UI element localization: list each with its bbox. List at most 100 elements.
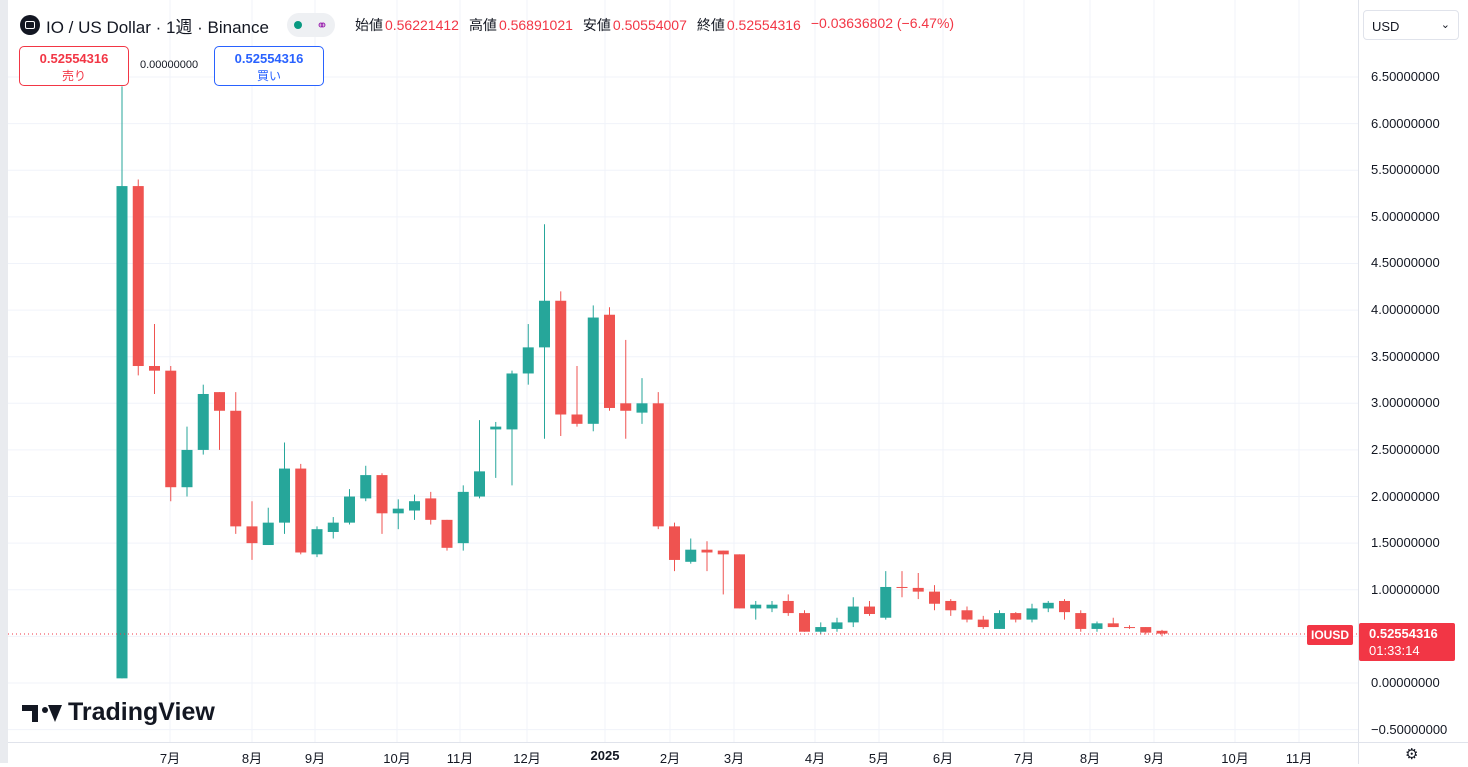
sell-label: 売り: [61, 69, 86, 83]
candle-body: [864, 606, 875, 615]
status-pill[interactable]: ⚭: [286, 13, 335, 37]
time-tick-label: 11月: [446, 751, 474, 766]
symbol-title[interactable]: IO / US Dollar · 1週 · Binance: [46, 17, 269, 37]
price-tick-label: 4.50000000: [1371, 255, 1440, 271]
candlestick-chart[interactable]: [8, 0, 1358, 742]
time-tick-label: 2月: [659, 751, 681, 766]
price-tick-label: −0.50000000: [1371, 721, 1448, 737]
axis-corner: [1358, 742, 1468, 764]
candle-body: [539, 300, 550, 348]
candle-body: [701, 549, 713, 553]
buy-button[interactable]: 0.52554316 買い: [214, 46, 324, 86]
candle-body: [344, 496, 355, 523]
tradingview-logo[interactable]: TradingView: [22, 698, 215, 727]
high-label: 高値: [468, 17, 497, 33]
time-tick-label: 4月: [804, 751, 826, 766]
candle-body: [116, 186, 128, 679]
time-axis[interactable]: 7月 8月 9月 10月 11月 12月 2025 2月 3月 4月 5月 6月 7月 8月 9月 10月 11…: [8, 742, 1358, 766]
tradingview-logo-icon: [22, 702, 62, 724]
candle-body: [441, 519, 453, 548]
candle-body: [1026, 608, 1038, 620]
price-tick-label: 2.00000000: [1371, 488, 1440, 504]
candle-body: [311, 529, 323, 555]
currency-select[interactable]: USD ⌄: [1363, 10, 1459, 40]
candle-body: [750, 604, 762, 609]
candle-body: [457, 491, 469, 544]
candle-body: [766, 604, 778, 609]
candle-body: [799, 613, 810, 632]
candle-body: [490, 426, 502, 430]
settings-gear-icon[interactable]: ⚙: [1405, 746, 1419, 763]
time-tick-label: 8月: [1079, 751, 1101, 766]
candle-body: [425, 498, 437, 520]
price-tick-label: 3.00000000: [1371, 395, 1440, 411]
time-tick-label: 7月: [159, 751, 181, 766]
candle-body: [327, 522, 339, 532]
candle-body: [815, 627, 827, 632]
open-label: 始値: [354, 17, 383, 33]
price-tick-label: 6.00000000: [1371, 115, 1440, 131]
price-tick-label: 1.00000000: [1371, 581, 1440, 597]
price-tick-label: 0.00000000: [1371, 675, 1440, 690]
candle-body: [149, 366, 160, 371]
candle-body: [522, 347, 534, 374]
market-open-dot-icon: [294, 21, 303, 29]
last-price: 0.52554316: [1369, 626, 1438, 641]
candle-body: [912, 587, 924, 592]
candle-body: [376, 475, 388, 514]
candle-body: [669, 526, 680, 560]
candle-body: [620, 403, 632, 411]
last-price-tag: 0.52554316 01:33:14: [1359, 623, 1455, 661]
candle-body: [1107, 623, 1119, 628]
candle-body: [474, 471, 485, 497]
candle-body: [197, 393, 209, 450]
time-tick-label: 12月: [513, 751, 541, 766]
io-logo-icon[interactable]: [20, 15, 40, 35]
candle-body: [994, 613, 1005, 629]
candle-body: [685, 549, 697, 562]
candle-body: [880, 586, 892, 618]
low-value: 0.50554007: [612, 17, 687, 33]
chart-pane[interactable]: [8, 0, 1358, 742]
candle-body: [181, 449, 193, 488]
candle-body: [214, 392, 225, 411]
time-tick-label: 11月: [1285, 751, 1313, 766]
candle-body: [945, 600, 957, 611]
low-label: 安値: [582, 17, 611, 33]
currency-value: USD: [1372, 19, 1400, 34]
candle-body: [1010, 613, 1022, 620]
candle-body: [847, 606, 859, 623]
sell-button[interactable]: 0.52554316 売り: [19, 46, 129, 86]
candle-body: [604, 314, 615, 408]
time-tick-label: 10月: [383, 751, 411, 766]
time-tick-label: 9月: [1143, 751, 1165, 766]
price-tick-label: 3.50000000: [1371, 348, 1440, 364]
candle-body: [782, 600, 794, 614]
candle-body: [506, 373, 518, 430]
time-tick-label: 7月: [1013, 751, 1035, 766]
candle-body: [1140, 627, 1152, 633]
candle-body: [295, 468, 307, 553]
left-frame: [0, 0, 8, 763]
candle-body: [392, 508, 404, 514]
spread-value: 0.00000000: [140, 59, 199, 71]
time-tick-label: 2025: [590, 748, 620, 763]
buy-price: 0.52554316: [234, 51, 304, 66]
price-tick-label: 6.50000000: [1371, 69, 1440, 84]
candle-body: [1091, 623, 1103, 629]
candle-body: [246, 526, 258, 544]
candle-body: [1156, 630, 1168, 634]
share-icon[interactable]: ⚭: [316, 16, 328, 33]
candle-body: [961, 610, 973, 620]
candle-body: [652, 403, 664, 527]
brand-name: TradingView: [68, 698, 215, 726]
candle-body: [636, 403, 648, 413]
time-tick-label: 6月: [932, 751, 954, 766]
candle-body: [132, 186, 144, 367]
sell-price: 0.52554316: [39, 51, 109, 66]
time-tick-label: 9月: [304, 751, 326, 766]
candle-body: [230, 410, 242, 527]
change-value: −0.03636802 (−6.47%): [810, 15, 955, 31]
candle-body: [360, 475, 372, 499]
price-axis[interactable]: 6.50000000 6.00000000 5.50000000 5.00000000…: [1358, 0, 1468, 742]
